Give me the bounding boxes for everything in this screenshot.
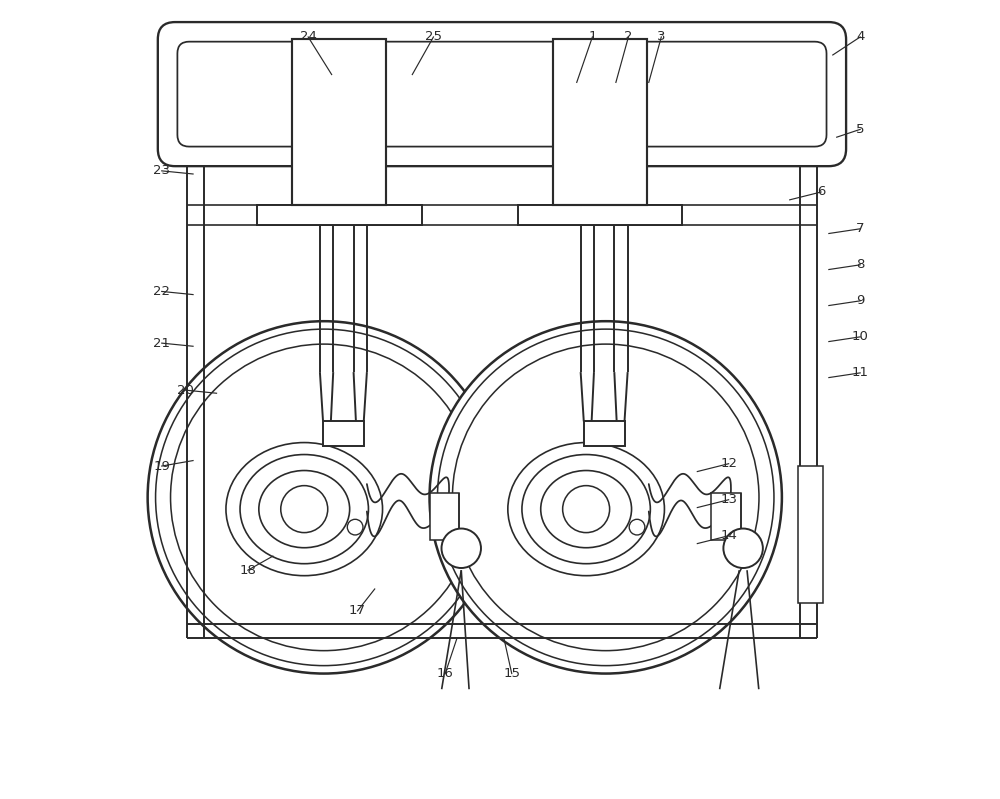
Circle shape [563, 486, 610, 533]
Text: 2: 2 [624, 30, 633, 43]
Text: 21: 21 [153, 336, 170, 350]
Text: 16: 16 [437, 667, 454, 680]
Text: 18: 18 [239, 564, 256, 577]
Circle shape [442, 529, 481, 568]
Circle shape [723, 529, 763, 568]
FancyBboxPatch shape [158, 22, 846, 166]
Text: 23: 23 [153, 165, 170, 177]
Text: 4: 4 [856, 30, 864, 43]
Text: 10: 10 [852, 330, 869, 344]
Text: 20: 20 [177, 384, 194, 396]
Bar [430, 494, 459, 540]
Bar [798, 466, 823, 603]
Circle shape [156, 329, 492, 666]
Text: 24: 24 [300, 30, 317, 43]
Text: 11: 11 [852, 367, 869, 380]
Circle shape [148, 321, 500, 674]
Circle shape [281, 486, 328, 533]
Bar [292, 39, 386, 205]
Text: 13: 13 [720, 493, 737, 507]
Circle shape [171, 344, 477, 650]
Circle shape [629, 519, 645, 535]
Text: 12: 12 [720, 457, 737, 470]
Circle shape [347, 519, 363, 535]
Circle shape [430, 321, 782, 674]
Text: 7: 7 [856, 222, 864, 235]
Circle shape [452, 344, 759, 650]
Text: 8: 8 [856, 258, 864, 272]
Bar [323, 421, 364, 447]
Text: 6: 6 [817, 185, 825, 198]
Circle shape [437, 329, 774, 666]
Text: 5: 5 [856, 123, 864, 136]
Bar [257, 205, 422, 225]
Text: 22: 22 [153, 285, 170, 298]
Bar [584, 421, 625, 447]
Bar [518, 205, 682, 225]
Text: 15: 15 [503, 667, 520, 680]
Text: 9: 9 [856, 294, 864, 308]
Text: 25: 25 [425, 30, 442, 43]
Bar [711, 494, 741, 540]
Text: 19: 19 [153, 459, 170, 472]
Text: 1: 1 [588, 30, 597, 43]
Bar [553, 39, 647, 205]
Text: 14: 14 [720, 529, 737, 543]
FancyBboxPatch shape [177, 42, 827, 146]
Text: 17: 17 [349, 604, 366, 618]
Text: 3: 3 [657, 30, 666, 43]
